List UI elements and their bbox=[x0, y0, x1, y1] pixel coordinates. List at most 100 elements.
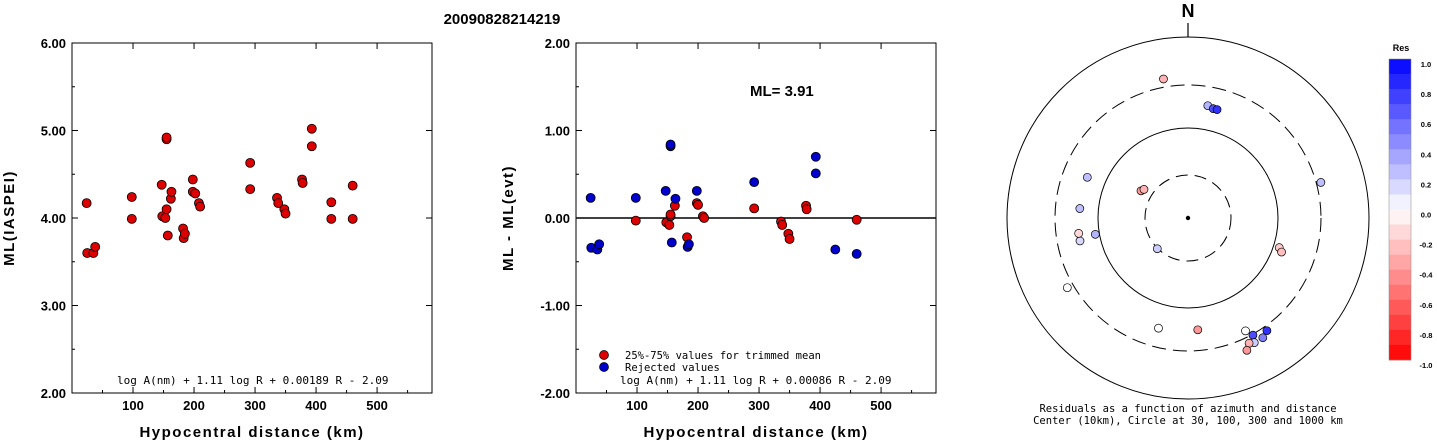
data-point bbox=[660, 185, 671, 196]
data-point bbox=[166, 186, 177, 197]
x-axis-label: Hypocentral distance (km) bbox=[643, 424, 868, 441]
colorbar-tick-label: 0.0 bbox=[1421, 211, 1431, 220]
data-point bbox=[326, 213, 337, 224]
data-point bbox=[749, 177, 760, 188]
y-tick-label: 2.00 bbox=[545, 36, 570, 51]
colorbar-tick-label: -0.4 bbox=[1420, 271, 1434, 280]
data-point bbox=[160, 213, 171, 223]
colorbar-tick-label: -1.0 bbox=[1420, 361, 1433, 370]
azimuth-polar-panel: N Residuals as a function of azimuth and… bbox=[1006, 1, 1370, 427]
tick-labels: 100 200 300 400 500 -2.00 -1.00 0.00 1.00 2.00 bbox=[540, 36, 936, 413]
colorbar-tick-label: -0.2 bbox=[1420, 241, 1433, 250]
colorbar-cell bbox=[1389, 284, 1411, 301]
residual-colorbar: Res 1.0 0.8 0.6 0.4 0.2 0.0 -0.2 -0.4 -0.6 -0.8 -1… bbox=[1388, 43, 1434, 370]
data-points bbox=[585, 139, 862, 259]
residual-point bbox=[1262, 326, 1272, 336]
residual-point bbox=[1193, 325, 1203, 335]
colorbar-cell bbox=[1389, 344, 1411, 361]
colorbar-cell bbox=[1389, 224, 1411, 240]
data-point bbox=[810, 151, 821, 162]
x-tick-label: 400 bbox=[809, 398, 831, 413]
y-axis-label: ML(IASPEI) bbox=[1, 170, 18, 266]
x-tick-label: 200 bbox=[183, 398, 205, 413]
data-point bbox=[273, 198, 284, 209]
residual-point bbox=[1074, 229, 1084, 238]
residual-point bbox=[1159, 74, 1168, 84]
residual-point bbox=[1152, 244, 1162, 254]
colorbar-cell bbox=[1389, 179, 1411, 195]
residual-point bbox=[1062, 283, 1072, 293]
colorbar-cell bbox=[1389, 74, 1411, 90]
colorbar-cell bbox=[1389, 104, 1411, 120]
colorbar-cell bbox=[1389, 59, 1411, 75]
data-point bbox=[699, 213, 710, 223]
data-point bbox=[810, 168, 821, 179]
y-tick-label: 6.00 bbox=[41, 36, 66, 51]
colorbar-title: Res bbox=[1393, 43, 1410, 53]
residual-point bbox=[1212, 105, 1222, 114]
data-point bbox=[630, 215, 641, 226]
colorbar-cell bbox=[1389, 134, 1411, 150]
x-tick-label: 400 bbox=[305, 398, 327, 413]
colorbar-tick-label: 0.2 bbox=[1421, 180, 1431, 189]
data-point bbox=[161, 132, 172, 143]
colorbar-cell bbox=[1389, 89, 1411, 105]
colorbar-cell bbox=[1389, 299, 1411, 316]
colorbar-frame bbox=[1388, 58, 1412, 361]
data-point bbox=[801, 204, 812, 215]
data-point bbox=[670, 193, 681, 204]
data-point bbox=[665, 209, 676, 220]
outer-circle bbox=[1006, 36, 1370, 400]
colorbar-tick-labels: 1.0 0.8 0.6 0.4 0.2 0.0 -0.2 -0.4 -0.6 -0.8 -1.0 bbox=[1420, 60, 1434, 370]
plot-frame bbox=[71, 42, 433, 394]
data-point bbox=[195, 201, 206, 212]
data-point bbox=[81, 198, 92, 209]
data-point bbox=[691, 185, 702, 196]
data-point bbox=[347, 213, 358, 224]
data-point bbox=[749, 203, 760, 214]
data-point bbox=[297, 178, 308, 188]
residual-point bbox=[1075, 204, 1085, 213]
x-tick-label: 500 bbox=[366, 398, 388, 413]
residual-point bbox=[1090, 229, 1100, 239]
residual-point bbox=[1139, 185, 1149, 194]
colorbar-cell bbox=[1389, 239, 1411, 255]
data-point bbox=[347, 180, 358, 191]
circle-100km bbox=[1097, 127, 1279, 309]
data-point bbox=[190, 188, 201, 199]
colorbar-cells bbox=[1388, 58, 1412, 361]
formula-text: log A(nm) + 1.11 log R + 0.00086 R - 2.0… bbox=[620, 374, 892, 387]
colorbar-tick-label: 0.4 bbox=[1421, 150, 1432, 159]
ml-annotation: ML= 3.91 bbox=[750, 83, 814, 100]
colorbar-tick-label: 0.6 bbox=[1421, 120, 1431, 129]
y-axis-label: ML - ML(evt) bbox=[500, 165, 517, 271]
data-point bbox=[666, 237, 677, 248]
residual-point bbox=[1316, 178, 1326, 187]
x-tick-label: 100 bbox=[626, 398, 648, 413]
x-tick-label: 100 bbox=[122, 398, 144, 413]
data-point bbox=[851, 248, 862, 259]
data-point bbox=[90, 241, 101, 252]
colorbar-cell bbox=[1389, 329, 1411, 346]
legend-label-rejected: Rejected values bbox=[625, 362, 720, 374]
colorbar-cell bbox=[1389, 269, 1411, 286]
circle-300km bbox=[1054, 84, 1322, 352]
colorbar-tick-label: -0.6 bbox=[1420, 301, 1433, 310]
data-point bbox=[161, 204, 172, 215]
residual-point bbox=[1277, 247, 1286, 257]
x-tick-label: 300 bbox=[748, 398, 770, 413]
data-point bbox=[630, 192, 641, 203]
data-point bbox=[851, 214, 862, 225]
magnitude-vs-distance-panel: 100 200 300 400 500 2.00 3.00 4.00 5.00 6.00 Hypo… bbox=[1, 36, 433, 441]
residual-vs-distance-panel: 100 200 300 400 500 -2.00 -1.00 0.00 1.00 2.00 Hy… bbox=[500, 36, 937, 441]
data-point bbox=[126, 213, 137, 224]
legend-marker-rejected bbox=[599, 362, 609, 372]
colorbar-tick-label: 1.0 bbox=[1421, 60, 1431, 69]
data-point bbox=[245, 157, 256, 168]
data-point bbox=[187, 174, 198, 185]
x-axis-label: Hypocentral distance (km) bbox=[139, 424, 364, 441]
center-point bbox=[1185, 215, 1191, 221]
colorbar-cell bbox=[1389, 209, 1411, 225]
figure-title: 20090828214219 bbox=[444, 11, 561, 28]
